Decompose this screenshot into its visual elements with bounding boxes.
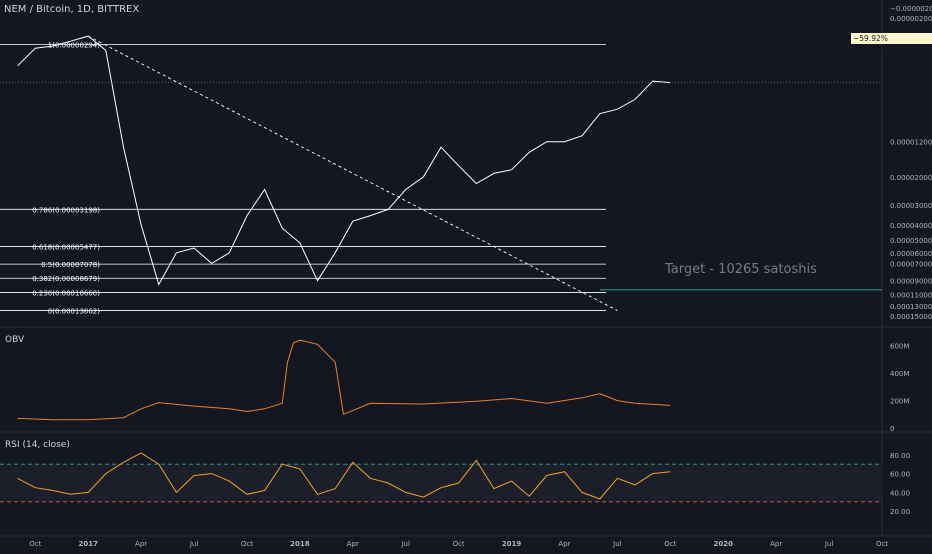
fib-level-label: 0.786(0.00003198) [32, 206, 100, 214]
price-axis-tick: 0.00003000 [890, 202, 932, 210]
fib-level-label: 0.382(0.00008679) [32, 275, 100, 283]
price-axis-tick: 0.00011000 [890, 292, 932, 300]
time-axis-tick: Jul [824, 540, 834, 548]
fib-level-label: 0.618(0.00005477) [32, 243, 100, 251]
time-axis-tick: Oct [876, 540, 888, 548]
time-axis-tick: 2017 [78, 540, 98, 548]
price-axis-tick: −0.00000200 [890, 5, 932, 13]
price-axis-tick: 0.00004000 [890, 222, 932, 230]
obv-series-line [17, 339, 671, 421]
time-axis-tick: Oct [241, 540, 253, 548]
rsi-band-fill [0, 464, 882, 502]
fib-level-label: 0(0.00013862) [48, 308, 100, 316]
last-change-percent: −59.92% [853, 34, 888, 43]
price-axis-tick: 0.00015000 [890, 313, 932, 321]
fib-level-label: 1(0.00000294) [48, 42, 100, 50]
price-axis-tick: 0.00007000 [890, 260, 932, 268]
target-label: Target - 10265 satoshis [665, 262, 817, 277]
price-series-line [17, 35, 671, 286]
time-axis-tick: 2018 [290, 540, 310, 548]
fib-level-label: 0.5(0.00007078) [41, 261, 100, 269]
price-axis-tick: 0.00006000 [890, 250, 932, 258]
rsi-pane-title: RSI (14, close) [5, 440, 70, 450]
obv-axis-tick: 600M [890, 343, 909, 351]
time-axis-tick: Oct [664, 540, 676, 548]
time-axis-tick: 2020 [713, 540, 733, 548]
time-axis-tick: Apr [135, 540, 147, 548]
rsi-series-line [17, 452, 671, 500]
price-axis-tick: 0.00013000 [890, 303, 932, 311]
price-axis-tick: 0.00009000 [890, 278, 932, 286]
last-price-tag: −59.92% 0.00000507 [851, 33, 932, 54]
chart-header: NEM / Bitcoin, 1D, BITTREX [4, 4, 140, 15]
time-axis-tick: Apr [770, 540, 782, 548]
time-axis-tick: Apr [558, 540, 570, 548]
price-axis-tick: 0.00005000 [890, 237, 932, 245]
time-axis-tick: Jul [400, 540, 410, 548]
obv-axis-tick: 400M [890, 370, 909, 378]
rsi-axis-tick: 80.00 [890, 452, 910, 460]
time-axis-tick: Oct [453, 540, 465, 548]
price-axis-tick: 0.00001200 [890, 139, 932, 147]
time-axis-tick: Jul [189, 540, 199, 548]
rsi-axis-tick: 40.00 [890, 489, 910, 497]
obv-pane-title: OBV [5, 335, 25, 345]
time-axis-tick: Oct [29, 540, 41, 548]
time-axis-tick: Jul [612, 540, 622, 548]
price-axis-tick: 0.00000200 [890, 15, 932, 23]
obv-axis-tick: 0 [890, 425, 894, 433]
rsi-axis-tick: 20.00 [890, 508, 910, 516]
time-axis-tick: 2019 [502, 540, 522, 548]
price-axis-tick: 0.00002000 [890, 174, 932, 182]
fib-level-label: 0.236(0.00010660) [32, 289, 100, 297]
rsi-axis-tick: 60.00 [890, 471, 910, 479]
last-price-value: 0.00000507 [853, 45, 899, 54]
time-axis-tick: Apr [347, 540, 359, 548]
obv-axis-tick: 200M [890, 398, 909, 406]
